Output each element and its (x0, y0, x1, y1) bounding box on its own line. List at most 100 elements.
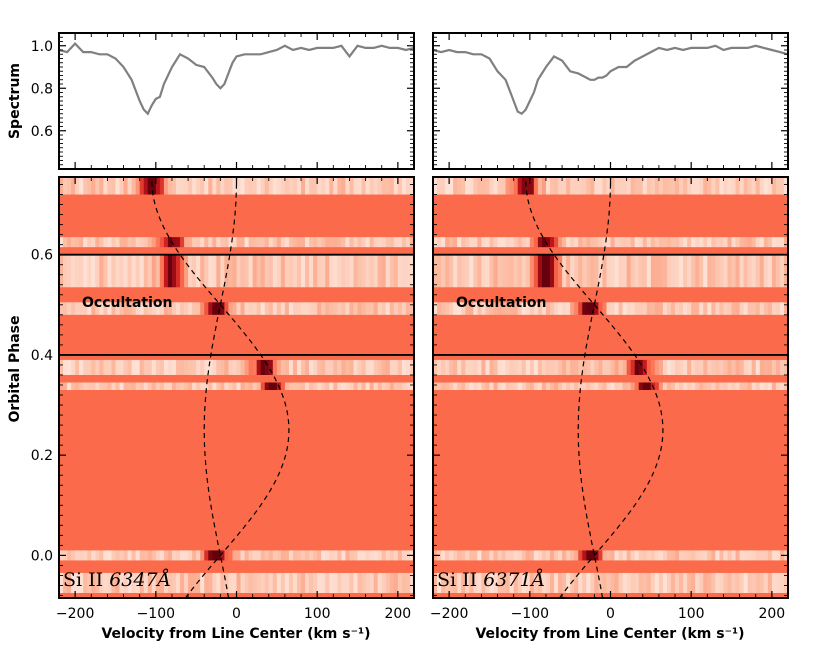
heatmap-cell (115, 302, 121, 315)
heatmap-cell (260, 177, 266, 195)
heatmap-cell (220, 177, 225, 195)
heatmap-cell (449, 550, 454, 561)
heatmap-cell (759, 302, 765, 315)
heatmap-cell (369, 550, 375, 561)
heatmap-cell (602, 382, 608, 391)
heatmap-cell (151, 359, 157, 375)
heatmap-cell (252, 572, 258, 593)
heatmap-cell (497, 382, 503, 391)
heatmap-cell (711, 550, 716, 561)
heatmap-cell (683, 359, 688, 375)
heatmap-cell (401, 572, 407, 593)
heatmap-cell (321, 177, 326, 195)
heatmap-cell (529, 254, 535, 288)
heatmap-cell (533, 550, 539, 561)
heatmap-cell (385, 177, 391, 195)
heatmap-cell (313, 177, 318, 195)
heatmap-cell (727, 382, 733, 391)
heatmap-cell (397, 177, 403, 195)
heatmap-cell (489, 254, 495, 288)
heatmap-cell (83, 237, 88, 248)
heatmap-cell (662, 177, 668, 195)
heatmap-cell (570, 359, 575, 375)
heatmap-cell (562, 382, 567, 391)
heatmap-cell (236, 254, 242, 288)
heatmap-cell (683, 572, 688, 593)
heatmap-cell (695, 237, 700, 248)
heatmap-cell (204, 359, 209, 375)
heatmap-cell (767, 237, 773, 248)
heatmap-cell (147, 302, 153, 315)
heatmap-cell (767, 177, 773, 195)
heatmap-cell (224, 302, 230, 315)
heatmap-cell (699, 359, 704, 375)
heatmap-cell (699, 254, 704, 288)
heatmap-cell (212, 302, 217, 315)
heatmap-cell (155, 254, 161, 288)
heatmap-cell (325, 302, 330, 315)
heatmap-cell (272, 550, 278, 561)
heatmap-cell (505, 254, 511, 288)
heatmap-cell (545, 302, 551, 315)
heatmap-cell (477, 177, 483, 195)
heatmap-cell (747, 177, 753, 195)
heatmap-cell (337, 237, 342, 248)
heatmap-cell (357, 382, 363, 391)
heatmap-cell (646, 254, 652, 288)
heatmap-cell (679, 177, 684, 195)
heatmap-cell (759, 359, 765, 375)
heatmap-cell (554, 237, 559, 248)
heatmap-cell (735, 572, 741, 593)
heatmap-cell (292, 359, 298, 375)
heatmap-cell (175, 359, 181, 375)
x-axis-title-left: Velocity from Line Center (km s⁻¹) (101, 626, 370, 642)
heatmap-cell (147, 382, 153, 391)
heatmap-cell (99, 237, 104, 248)
heatmap-cell (159, 359, 165, 375)
heatmap-cell (256, 177, 262, 195)
heatmap-cell (208, 382, 213, 391)
heatmap-cell (135, 237, 141, 248)
heatmap-cell (453, 177, 458, 195)
heatmap-cell (143, 550, 149, 561)
occultation-label-right: Occultation (456, 295, 546, 311)
heatmap-cell (775, 382, 781, 391)
heatmap-cell (232, 302, 238, 315)
heatmap-cell (646, 237, 652, 248)
heatmap-cell (63, 237, 68, 248)
heatmap-cell (602, 550, 608, 561)
heatmap-cell (602, 572, 608, 593)
heatmap-cell (477, 237, 483, 248)
heatmap-cell (131, 359, 137, 375)
heatmap-cell (703, 550, 708, 561)
heatmap-cell (369, 359, 375, 375)
heatmap-cell (244, 572, 250, 593)
heatmap-cell (377, 550, 383, 561)
heatmap-cell (658, 382, 664, 391)
heatmap-cell (719, 302, 725, 315)
heatmap-cell (204, 550, 209, 561)
heatmap-cell (469, 237, 474, 248)
heatmap-cell (284, 572, 290, 593)
heatmap-cell (541, 254, 547, 288)
heatmap-cell (654, 382, 660, 391)
heatmap-cell (292, 237, 298, 248)
heatmap-cell (280, 382, 286, 391)
heatmap-cell (779, 177, 785, 195)
heatmap-cell (397, 254, 403, 288)
heatmap-cell (634, 177, 640, 195)
heatmap-cell (602, 359, 608, 375)
heatmap-cell (264, 177, 270, 195)
heatmap-cell (143, 302, 149, 315)
x-axis-label: Velocity from Line Center (101, 626, 302, 642)
heatmap-cell (184, 237, 189, 248)
heatmap-cell (103, 572, 109, 593)
heatmap-cell (204, 302, 209, 315)
heatmap-cell (521, 572, 527, 593)
heatmap-cell (771, 254, 777, 288)
heatmap-cell (759, 382, 765, 391)
heatmap-cell (232, 177, 238, 195)
observed-band (433, 302, 788, 315)
heatmap-cell (707, 382, 712, 391)
heatmap-cell (63, 177, 68, 195)
